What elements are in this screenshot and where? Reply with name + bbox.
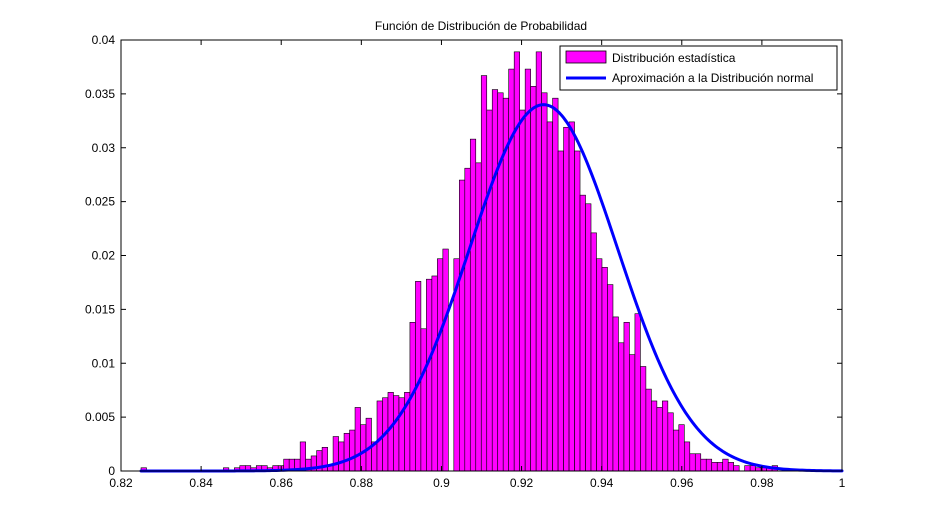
- histogram-bar: [431, 275, 438, 472]
- histogram-bar: [459, 179, 466, 472]
- histogram-bar: [420, 328, 427, 472]
- histogram-bar: [557, 150, 564, 472]
- histogram-bar: [634, 313, 641, 472]
- histogram-bar: [683, 441, 691, 472]
- y-tick-label: 0.025: [85, 195, 115, 209]
- x-axis: 0.82 0.84 0.86 0.88 0.9 0.92 0.94 0.96 0.98 1: [109, 40, 846, 490]
- histogram-bar: [612, 316, 619, 472]
- legend: Distribución estadística Aproximación a …: [559, 45, 838, 91]
- histogram-bar: [360, 424, 367, 472]
- histogram-bar: [694, 453, 702, 472]
- histogram-bar: [349, 429, 356, 472]
- histogram-bar: [700, 458, 707, 472]
- histogram-bar: [651, 400, 658, 472]
- histogram-bar: [442, 248, 449, 472]
- histogram-bar: [480, 75, 488, 472]
- histogram-bar: [338, 441, 345, 472]
- histogram-bar: [299, 441, 306, 472]
- histogram-bar: [579, 194, 586, 472]
- histogram-bar: [656, 407, 663, 472]
- histogram-bar: [678, 424, 685, 472]
- chart-title: Función de Distribución de Probabilidad: [375, 19, 587, 33]
- y-tick-label: 0.02: [92, 249, 116, 263]
- y-tick-label: 0.035: [85, 87, 115, 101]
- y-tick-label: 0.015: [85, 302, 115, 316]
- histogram-bar: [727, 462, 734, 472]
- x-tick-label: 0.98: [750, 476, 774, 490]
- histogram-bar: [749, 465, 756, 472]
- histogram-bar: [535, 51, 542, 472]
- histogram-bar: [486, 109, 493, 472]
- x-tick-label: 1: [839, 476, 846, 490]
- histogram-bar: [563, 126, 570, 472]
- x-tick-label: 0.94: [590, 476, 614, 490]
- histogram-bar: [705, 458, 713, 472]
- histogram-bar: [524, 68, 531, 472]
- histogram-bar: [590, 232, 597, 472]
- histogram-bar: [464, 167, 471, 472]
- histogram-bar: [552, 97, 559, 472]
- histogram-bar: [519, 109, 526, 472]
- histogram-bar: [607, 284, 614, 472]
- y-tick-label: 0.01: [92, 356, 116, 370]
- histogram-bar: [618, 342, 625, 472]
- histogram-bar: [568, 121, 575, 472]
- histogram-bar: [508, 68, 515, 472]
- x-tick-label: 0.92: [510, 476, 534, 490]
- histogram-bar: [541, 92, 548, 472]
- histogram-bar: [354, 407, 361, 472]
- histogram-bar: [513, 51, 520, 472]
- histogram-bar: [623, 322, 630, 472]
- x-tick-label: 0.86: [270, 476, 294, 490]
- histogram-bar: [640, 366, 647, 472]
- x-tick-label: 0.9: [433, 476, 450, 490]
- y-tick-label: 0.04: [92, 33, 116, 47]
- x-tick-label: 0.82: [109, 476, 133, 490]
- x-tick-label: 0.84: [189, 476, 213, 490]
- histogram-bar: [574, 150, 581, 472]
- histogram-bar: [469, 138, 477, 472]
- histogram-bar: [662, 400, 669, 472]
- histogram-bar: [716, 462, 724, 472]
- x-tick-label: 0.88: [350, 476, 374, 490]
- histogram-bar: [667, 412, 674, 472]
- histogram-bar: [393, 395, 400, 472]
- histogram-bar: [491, 89, 499, 472]
- histogram-bar: [530, 86, 537, 472]
- histogram-bar: [601, 267, 608, 472]
- histogram-bar: [415, 281, 422, 472]
- legend-label-normal: Aproximación a la Distribución normal: [612, 71, 813, 85]
- legend-label-histogram: Distribución estadística: [612, 51, 736, 65]
- histogram-bar: [733, 465, 740, 472]
- histogram-bar: [546, 121, 553, 472]
- y-axis: 0 0.005 0.01 0.015 0.02 0.025 0.03 0.035 0.04: [85, 33, 842, 478]
- histogram-bar: [689, 453, 696, 472]
- histogram-bar: [744, 465, 751, 472]
- histogram-bar: [711, 462, 718, 472]
- legend-swatch-bar: [565, 50, 607, 64]
- histogram-bar: [673, 429, 680, 472]
- histogram-bar: [722, 458, 729, 472]
- y-tick-label: 0: [108, 464, 115, 478]
- histogram-bar: [645, 388, 652, 472]
- histogram-bar: [437, 258, 444, 472]
- histogram-bar: [629, 354, 636, 472]
- histogram-bar: [475, 162, 482, 472]
- histogram-bar: [365, 417, 372, 472]
- histogram-bar: [426, 278, 433, 472]
- y-tick-label: 0.005: [85, 410, 115, 424]
- x-tick-label: 0.96: [670, 476, 694, 490]
- histogram-bar: [596, 258, 603, 472]
- y-tick-label: 0.03: [92, 141, 116, 155]
- histogram-bar: [497, 92, 504, 472]
- histogram-bar: [585, 203, 592, 472]
- histogram-bar: [343, 432, 350, 472]
